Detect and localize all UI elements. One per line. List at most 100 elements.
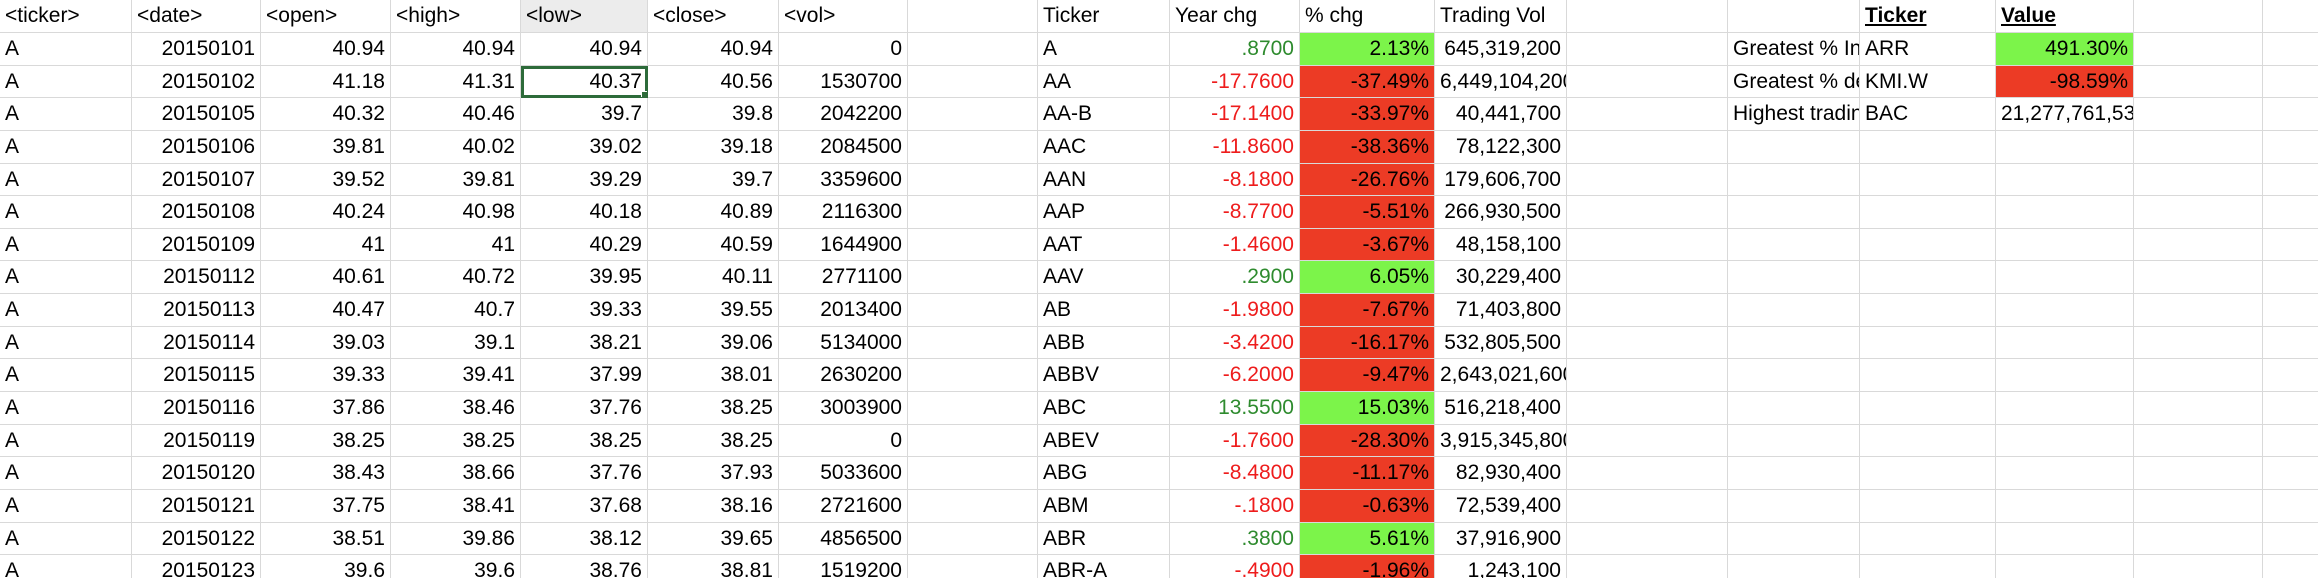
raw-data-cell[interactable]: 40.18 [521, 196, 648, 229]
empty-cell[interactable] [908, 196, 1038, 229]
empty-cell[interactable] [2134, 359, 2263, 393]
empty-cell[interactable] [1996, 228, 2134, 262]
raw-data-cell[interactable]: 38.43 [261, 457, 391, 490]
empty-cell[interactable] [908, 294, 1038, 327]
raw-data-cell[interactable]: 3359600 [779, 163, 908, 197]
empty-cell[interactable] [2263, 66, 2318, 99]
raw-data-cell[interactable]: 20150122 [132, 522, 261, 556]
raw-data-cell[interactable]: 37.93 [648, 457, 779, 490]
raw-data-cell[interactable]: 41 [261, 228, 391, 262]
raw-data-cell[interactable]: 38.12 [521, 522, 648, 556]
empty-cell[interactable] [1567, 65, 1728, 99]
empty-cell[interactable] [908, 261, 1038, 295]
empty-cell[interactable] [908, 65, 1038, 99]
summary-data-cell[interactable]: 3,915,345,800 [1435, 424, 1567, 458]
empty-cell[interactable] [908, 522, 1038, 556]
empty-cell[interactable] [2134, 457, 2263, 490]
raw-data-cell[interactable]: 0 [779, 424, 908, 458]
raw-data-cell[interactable]: A [0, 489, 132, 523]
summary-data-cell[interactable]: -1.9800 [1170, 294, 1300, 327]
raw-data-cell[interactable]: 38.25 [648, 424, 779, 458]
summary-data-cell[interactable]: -16.17% [1300, 326, 1435, 360]
raw-data-cell[interactable]: 2013400 [779, 294, 908, 327]
empty-cell[interactable] [908, 163, 1038, 197]
empty-cell[interactable] [2263, 425, 2318, 458]
empty-cell[interactable] [1567, 130, 1728, 164]
empty-cell[interactable] [908, 424, 1038, 458]
raw-data-cell[interactable]: 40.89 [648, 196, 779, 229]
summary-data-cell[interactable]: A [1038, 33, 1170, 66]
raw-data-cell[interactable]: A [0, 555, 132, 578]
summary-data-cell[interactable]: .2900 [1170, 261, 1300, 295]
summary-data-cell[interactable]: AB [1038, 294, 1170, 327]
greatest-data-cell[interactable]: Highest trading volume [1728, 98, 1860, 131]
summary-data-cell[interactable]: 13.5500 [1170, 392, 1300, 425]
raw-data-cell[interactable]: 38.16 [648, 489, 779, 523]
summary-data-cell[interactable]: 48,158,100 [1435, 228, 1567, 262]
empty-cell[interactable] [1860, 522, 1996, 556]
greatest-data-cell[interactable]: Greatest % decrease [1728, 65, 1860, 99]
empty-cell[interactable] [2263, 98, 2318, 131]
empty-cell[interactable] [2263, 392, 2318, 425]
raw-data-cell[interactable]: A [0, 392, 132, 425]
summary-header-cell[interactable]: Ticker [1038, 0, 1170, 33]
raw-data-cell[interactable]: 20150114 [132, 326, 261, 360]
summary-data-cell[interactable]: -3.67% [1300, 228, 1435, 262]
greatest-data-cell[interactable]: 491.30% [1996, 33, 2134, 66]
raw-data-cell[interactable]: 2630200 [779, 359, 908, 393]
empty-cell[interactable] [1567, 489, 1728, 523]
raw-data-cell[interactable]: 20150112 [132, 261, 261, 295]
empty-cell[interactable] [2134, 33, 2263, 66]
summary-data-cell[interactable]: 1,243,100 [1435, 555, 1567, 578]
raw-data-cell[interactable]: 40.94 [391, 33, 521, 66]
summary-data-cell[interactable]: -8.1800 [1170, 163, 1300, 197]
empty-cell[interactable] [1860, 326, 1996, 360]
raw-data-cell[interactable]: 37.99 [521, 359, 648, 393]
summary-data-cell[interactable]: -.1800 [1170, 489, 1300, 523]
empty-cell[interactable] [1567, 555, 1728, 578]
raw-data-cell[interactable]: 39.7 [521, 98, 648, 131]
raw-data-cell[interactable]: A [0, 359, 132, 393]
raw-data-cell[interactable]: 38.76 [521, 555, 648, 578]
summary-data-cell[interactable]: -37.49% [1300, 65, 1435, 99]
greatest-header-cell[interactable]: Ticker [1860, 0, 1996, 33]
summary-data-cell[interactable]: -.4900 [1170, 555, 1300, 578]
summary-data-cell[interactable]: -8.7700 [1170, 196, 1300, 229]
raw-data-cell[interactable]: A [0, 261, 132, 295]
empty-cell[interactable] [2134, 65, 2263, 99]
summary-data-cell[interactable]: -1.96% [1300, 555, 1435, 578]
empty-cell[interactable] [1860, 489, 1996, 523]
summary-data-cell[interactable]: 179,606,700 [1435, 163, 1567, 197]
empty-cell[interactable] [1728, 555, 1860, 578]
raw-header-cell[interactable]: <ticker> [0, 0, 132, 33]
empty-cell[interactable] [1996, 392, 2134, 425]
raw-data-cell[interactable]: 39.81 [391, 163, 521, 197]
summary-data-cell[interactable]: -38.36% [1300, 130, 1435, 164]
raw-data-cell[interactable]: 20150123 [132, 555, 261, 578]
raw-data-cell[interactable]: 39.41 [391, 359, 521, 393]
raw-data-cell[interactable]: 1644900 [779, 228, 908, 262]
raw-data-cell[interactable]: 20150116 [132, 392, 261, 425]
empty-cell[interactable] [2134, 98, 2263, 131]
raw-data-cell[interactable]: 40.7 [391, 294, 521, 327]
empty-cell[interactable] [2263, 359, 2318, 393]
empty-cell[interactable] [2263, 523, 2318, 556]
empty-cell[interactable] [2263, 0, 2318, 33]
greatest-data-cell[interactable]: Greatest % Increase [1728, 33, 1860, 66]
raw-data-cell[interactable]: 39.1 [391, 326, 521, 360]
empty-cell[interactable] [2263, 555, 2318, 578]
summary-data-cell[interactable]: 266,930,500 [1435, 196, 1567, 229]
raw-data-cell[interactable]: 40.47 [261, 294, 391, 327]
empty-cell[interactable] [2263, 457, 2318, 490]
summary-header-cell[interactable]: Year chg [1170, 0, 1300, 33]
summary-data-cell[interactable]: -11.8600 [1170, 130, 1300, 164]
raw-data-cell[interactable]: 39.02 [521, 130, 648, 164]
empty-cell[interactable] [1728, 522, 1860, 556]
raw-data-cell[interactable]: 2116300 [779, 196, 908, 229]
empty-cell[interactable] [2263, 327, 2318, 360]
raw-data-cell[interactable]: 38.66 [391, 457, 521, 490]
raw-data-cell[interactable]: 2771100 [779, 261, 908, 295]
empty-cell[interactable] [908, 98, 1038, 131]
raw-data-cell[interactable]: 5033600 [779, 457, 908, 490]
empty-cell[interactable] [1860, 294, 1996, 327]
